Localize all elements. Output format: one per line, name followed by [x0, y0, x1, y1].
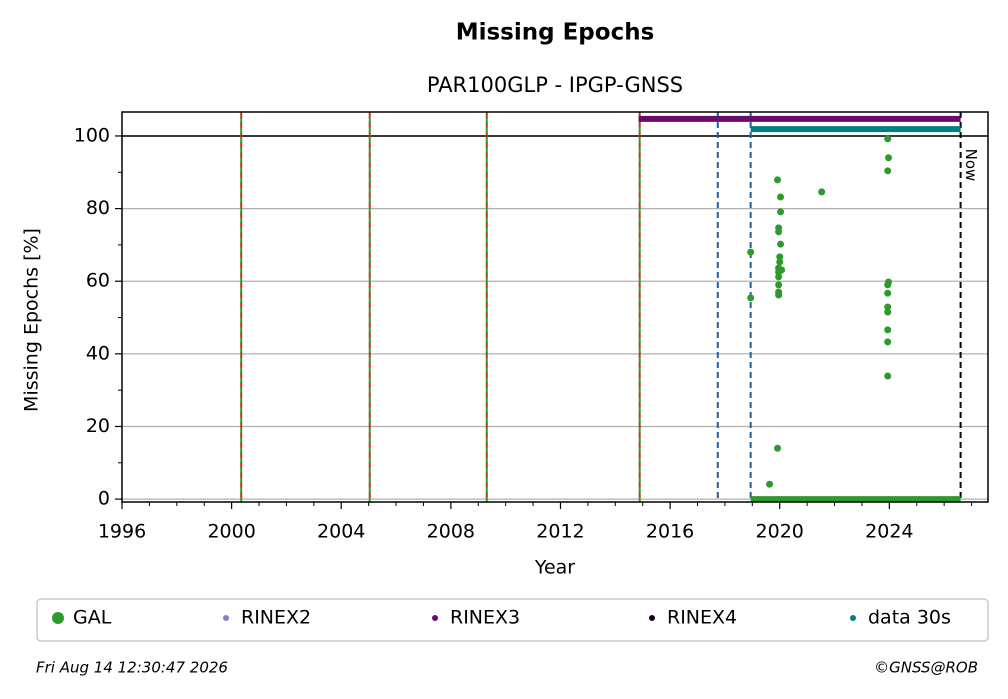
legend-marker: [223, 615, 229, 621]
chart-title: Missing Epochs: [456, 20, 655, 46]
data-point: [774, 176, 782, 184]
data-point: [775, 228, 783, 236]
legend-marker: [52, 612, 64, 624]
data-point: [884, 135, 892, 143]
data-point: [776, 258, 784, 266]
legend-marker: [850, 615, 856, 621]
data-point: [884, 338, 892, 346]
data-point: [747, 294, 755, 302]
data-point: [747, 248, 755, 256]
credit: ©GNSS@ROB: [874, 659, 978, 677]
legend-label: data 30s: [868, 607, 951, 629]
legend-label: GAL: [73, 607, 112, 629]
data-point: [884, 167, 892, 175]
data-point: [766, 480, 774, 488]
legend-label: RINEX3: [450, 607, 520, 629]
legend-marker: [432, 615, 438, 621]
data-point: [778, 266, 786, 274]
data-point: [884, 281, 892, 289]
x-tick-label: 2000: [207, 521, 255, 543]
data-point: [777, 208, 785, 216]
data-point: [884, 308, 892, 316]
legend-label: RINEX2: [241, 607, 311, 629]
legend-label: RINEX4: [667, 607, 737, 629]
y-tick-label: 40: [86, 342, 110, 364]
y-tick-label: 0: [98, 488, 110, 510]
legend-marker: [649, 615, 655, 621]
now-label: Now: [962, 149, 980, 182]
data-point: [775, 291, 783, 299]
timestamp: Fri Aug 14 12:30:47 2026: [36, 659, 228, 677]
data-point: [776, 253, 784, 261]
y-tick-label: 20: [86, 415, 110, 437]
y-axis-label: Missing Epochs [%]: [21, 228, 43, 412]
y-tick-label: 80: [86, 197, 110, 219]
x-tick-label: 2004: [317, 521, 365, 543]
y-tick-label: 60: [86, 270, 110, 292]
data-point: [775, 281, 783, 289]
data-point: [774, 444, 782, 452]
data-point: [818, 188, 826, 196]
data-point: [885, 154, 893, 162]
x-tick-label: 2008: [427, 521, 475, 543]
data-point: [884, 289, 892, 297]
x-tick-label: 2020: [756, 521, 804, 543]
x-axis-label: Year: [534, 557, 575, 579]
legend-box: [36, 598, 989, 642]
data-point: [775, 273, 783, 281]
x-tick-label: 2016: [646, 521, 694, 543]
x-tick-label: 2012: [536, 521, 584, 543]
plot-frame: [121, 111, 989, 503]
data-point: [777, 193, 785, 201]
y-tick-label: 100: [74, 124, 110, 146]
data-point: [884, 326, 892, 334]
data-point: [777, 240, 785, 248]
x-tick-label: 2024: [865, 521, 913, 543]
data-point: [884, 372, 892, 380]
data-point: [884, 303, 892, 311]
x-tick-label: 1996: [98, 521, 146, 543]
chart-subtitle: PAR100GLP - IPGP-GNSS: [427, 73, 683, 97]
